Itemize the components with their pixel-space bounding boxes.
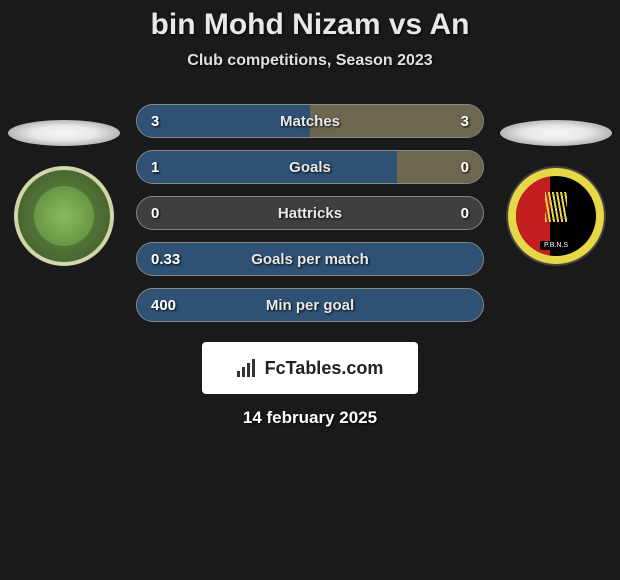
stat-value-right: 0 <box>403 205 483 222</box>
page-title: bin Mohd Nizam vs An <box>0 8 620 42</box>
brand-chart-icon <box>237 359 259 377</box>
player-left-block <box>4 120 124 266</box>
brand-box[interactable]: FcTables.com <box>202 342 418 394</box>
stat-value-left: 0.33 <box>137 251 217 268</box>
stat-label: Hattricks <box>217 205 403 222</box>
stat-label: Min per goal <box>217 297 403 314</box>
footer-date: 14 february 2025 <box>0 408 620 428</box>
stat-label: Matches <box>217 113 403 130</box>
stat-label: Goals per match <box>217 251 403 268</box>
player-left-badge-icon <box>14 166 114 266</box>
player-right-block: P.B.N.S <box>496 120 616 266</box>
stats-block: 3Matches31Goals00Hattricks00.33Goals per… <box>136 104 484 322</box>
page-subtitle: Club competitions, Season 2023 <box>0 52 620 70</box>
stat-label: Goals <box>217 159 403 176</box>
stat-row: 1Goals0 <box>136 150 484 184</box>
player-right-ellipse <box>500 120 612 146</box>
stat-row: 400Min per goal <box>136 288 484 322</box>
stat-row: 0.33Goals per match <box>136 242 484 276</box>
stat-row: 0Hattricks0 <box>136 196 484 230</box>
stat-value-left: 400 <box>137 297 217 314</box>
player-left-ellipse <box>8 120 120 146</box>
brand-text: FcTables.com <box>265 358 384 379</box>
player-right-badge-label: P.B.N.S <box>540 241 572 250</box>
stat-value-right: 0 <box>403 159 483 176</box>
stat-value-left: 0 <box>137 205 217 222</box>
stat-row: 3Matches3 <box>136 104 484 138</box>
stat-value-right: 3 <box>403 113 483 130</box>
stat-value-left: 1 <box>137 159 217 176</box>
player-right-badge-icon: P.B.N.S <box>506 166 606 266</box>
stat-value-left: 3 <box>137 113 217 130</box>
